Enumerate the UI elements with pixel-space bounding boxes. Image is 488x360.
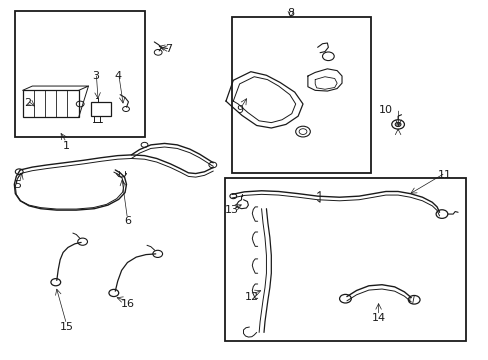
Text: 5: 5 (14, 180, 21, 190)
Text: 8: 8 (286, 8, 294, 18)
Text: 6: 6 (124, 216, 131, 226)
Text: 10: 10 (378, 105, 392, 115)
Text: 12: 12 (244, 292, 258, 302)
Text: 11: 11 (437, 170, 450, 180)
Bar (15, 12, 144, 137)
Circle shape (394, 122, 400, 127)
Bar (224, 178, 466, 341)
Text: 14: 14 (371, 313, 385, 323)
Bar (232, 17, 370, 173)
Text: 15: 15 (60, 322, 73, 332)
Text: 4: 4 (114, 71, 121, 81)
Text: 3: 3 (92, 71, 99, 81)
Text: 16: 16 (120, 299, 134, 309)
Text: 13: 13 (225, 206, 239, 216)
Text: 1: 1 (63, 141, 70, 151)
Bar (91, 102, 111, 116)
Bar (22, 90, 79, 117)
Text: 2: 2 (24, 98, 31, 108)
Text: 7: 7 (165, 44, 172, 54)
Text: 9: 9 (236, 105, 243, 115)
